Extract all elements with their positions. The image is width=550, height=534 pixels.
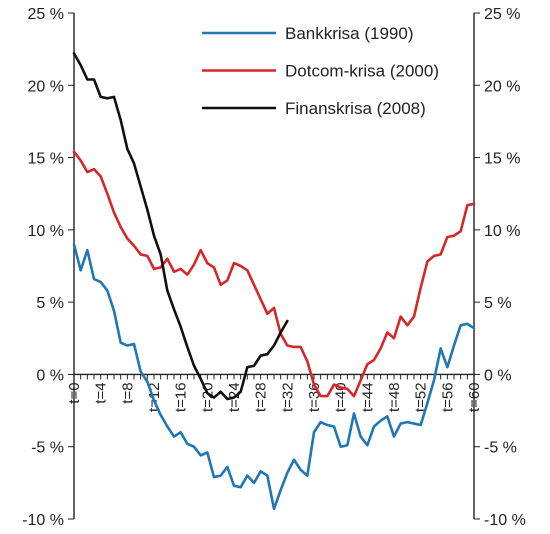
x-tick-label: t=48 [386,382,403,412]
y-tick-label-left: 15 % [28,151,64,168]
y-tick-label-left: 20 % [28,78,64,95]
x-tick-label: t=56 [439,382,456,412]
x-tick-label: t=20 [199,382,216,412]
x-tick-label: t=16 [173,382,190,412]
x-tick-label: t=0 [66,382,83,403]
x-tick-label: t=44 [359,382,376,412]
x-tick-label: t=4 [93,382,110,403]
legend-label-3: Finanskrisa (2008) [285,99,426,118]
legend: Bankkrisa (1990) Dotcom-krisa (2000) Finan… [202,24,439,118]
series-line-1 [72,243,476,511]
y-tick-label-right: 15 % [484,151,520,168]
x-tick-label: t=8 [119,382,136,403]
series-layer [72,52,476,511]
legend-label-1: Bankkrisa (1990) [285,24,414,43]
series-line-3 [72,52,289,401]
y-tick-label-right: -5 % [484,440,517,457]
x-tick-label: t=28 [253,382,270,412]
y-tick-label-right: 20 % [484,78,520,95]
series-line-2 [72,150,476,398]
x-tick-label: t=52 [413,382,430,412]
y-tick-label-right: 0 % [484,367,512,384]
y-tick-label-left: 0 % [36,367,64,384]
x-tick-label: t=40 [333,382,350,412]
x-tick-label: t=60 [466,382,483,412]
y-tick-label-left: -10 % [22,512,64,529]
axes: -10 % -10 % -5 % -5 % 0 % 0 % 5 % 5 % 10 % 10 % 15… [22,6,526,529]
y-tick-label-left: 5 % [36,295,64,312]
y-tick-label-left: -5 % [31,440,64,457]
x-tick-label: t=32 [279,382,296,412]
x-tick-label: t=36 [306,382,323,412]
y-tick-label-left: 25 % [28,6,64,23]
legend-label-2: Dotcom-krisa (2000) [285,62,439,81]
y-tick-label-left: 10 % [28,223,64,240]
y-tick-label-right: 10 % [484,223,520,240]
y-tick-label-right: -10 % [484,512,526,529]
y-tick-label-right: 25 % [484,6,520,23]
y-tick-label-right: 5 % [484,295,512,312]
